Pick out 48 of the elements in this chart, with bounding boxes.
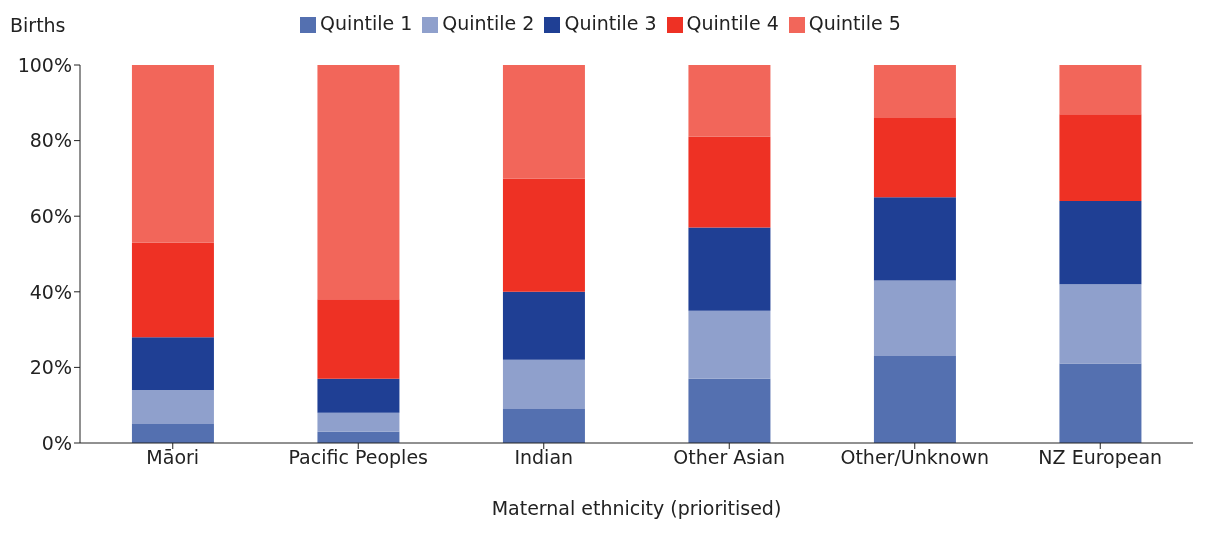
bar [688,310,771,379]
x-tick-label: NZ European [1038,446,1163,469]
x-tick-label: Other Asian [673,446,786,469]
bar [317,378,400,413]
y-tick-label: 60% [29,204,72,227]
legend-label: Quintile 5 [808,12,901,34]
bar [131,424,214,443]
y-tick-label: 20% [29,356,72,379]
bar [688,65,771,137]
bar [873,117,956,198]
bar [502,359,585,409]
bar [131,65,214,243]
bar [1059,363,1142,443]
bar [873,65,956,118]
bar [873,356,956,443]
bar [688,227,771,311]
bar [1059,65,1142,115]
bar [688,136,771,228]
legend-label: Quintile 3 [564,12,657,34]
bar [131,337,214,391]
bar [688,378,771,443]
bar [317,65,400,300]
legend-label: Quintile 1 [320,12,413,34]
bar [131,242,214,338]
x-tick-label: Pacific Peoples [288,446,428,469]
bar [1059,114,1142,202]
bar [317,412,400,432]
bar [502,178,585,292]
bar [873,197,956,281]
x-tick-label: Indian [514,446,574,469]
bar [1059,201,1142,285]
x-tick-label: Other/Unknown [840,446,990,469]
x-axis-title: Maternal ethnicity (prioritised) [491,497,782,519]
x-tick-label: Māori [146,446,200,469]
bar [317,299,400,379]
bar [502,65,585,179]
y-tick-label: 40% [29,280,72,303]
bar [131,390,214,425]
legend-label: Quintile 2 [442,12,535,34]
bar [873,280,956,357]
bar [502,408,585,443]
y-tick-label: 0% [41,431,72,454]
bar [502,291,585,360]
y-tick-label: 80% [29,129,72,152]
bar [1059,284,1142,364]
y-tick-label: 100% [17,53,72,76]
legend-label: Quintile 4 [686,12,779,34]
y-axis-title: Births [10,14,66,36]
